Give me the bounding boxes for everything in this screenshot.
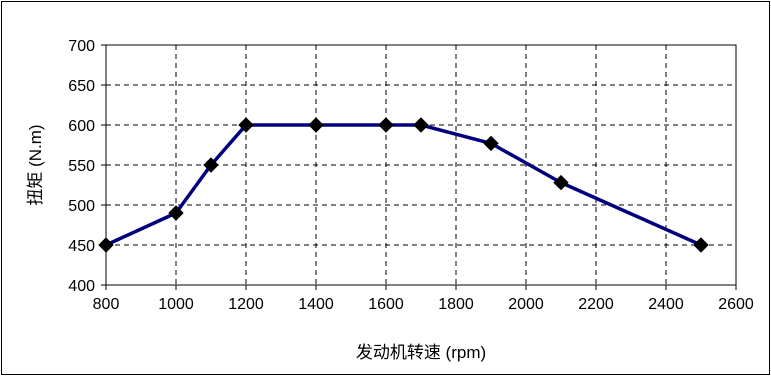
data-point-marker (553, 174, 569, 191)
x-tick-label: 1000 (158, 296, 194, 313)
x-tick-label: 2000 (508, 296, 544, 313)
y-tick-label: 600 (68, 118, 95, 135)
data-point-marker (378, 117, 394, 133)
x-tick-label: 2200 (578, 296, 614, 313)
y-axis-tick-labels: 400 450 500 550 600 650 700 (68, 38, 106, 295)
data-point-marker (203, 157, 219, 173)
x-tick-label: 1200 (228, 296, 264, 313)
data-point-marker (238, 117, 254, 133)
series-line (105, 123, 702, 247)
x-tick-label: 1800 (438, 296, 474, 313)
x-tick-label: 2400 (648, 296, 684, 313)
x-axis-title: 发动机转速 (rpm) (356, 343, 486, 362)
data-point-marker (98, 237, 114, 253)
data-point-marker (693, 237, 709, 253)
x-tick-label: 2600 (718, 296, 754, 313)
series-torque (98, 117, 709, 253)
y-tick-label: 500 (68, 198, 95, 215)
x-axis-tick-labels: 800 1000 1200 1400 1600 1800 2000 2200 2400 2600 (93, 285, 754, 313)
y-tick-label: 550 (68, 158, 95, 175)
x-tick-label: 800 (93, 296, 120, 313)
data-point-marker (413, 117, 429, 133)
y-tick-label: 400 (68, 278, 95, 295)
y-tick-label: 450 (68, 238, 95, 255)
data-point-marker (308, 117, 324, 133)
x-tick-label: 1400 (298, 296, 334, 313)
x-tick-label: 1600 (368, 296, 404, 313)
plot-area (105, 44, 737, 286)
y-tick-label: 650 (68, 78, 95, 95)
data-point-marker (483, 135, 499, 152)
y-tick-label: 700 (68, 38, 95, 55)
y-axis-title: 扭矩 (N.m) (26, 124, 45, 205)
data-point-marker (168, 205, 184, 221)
